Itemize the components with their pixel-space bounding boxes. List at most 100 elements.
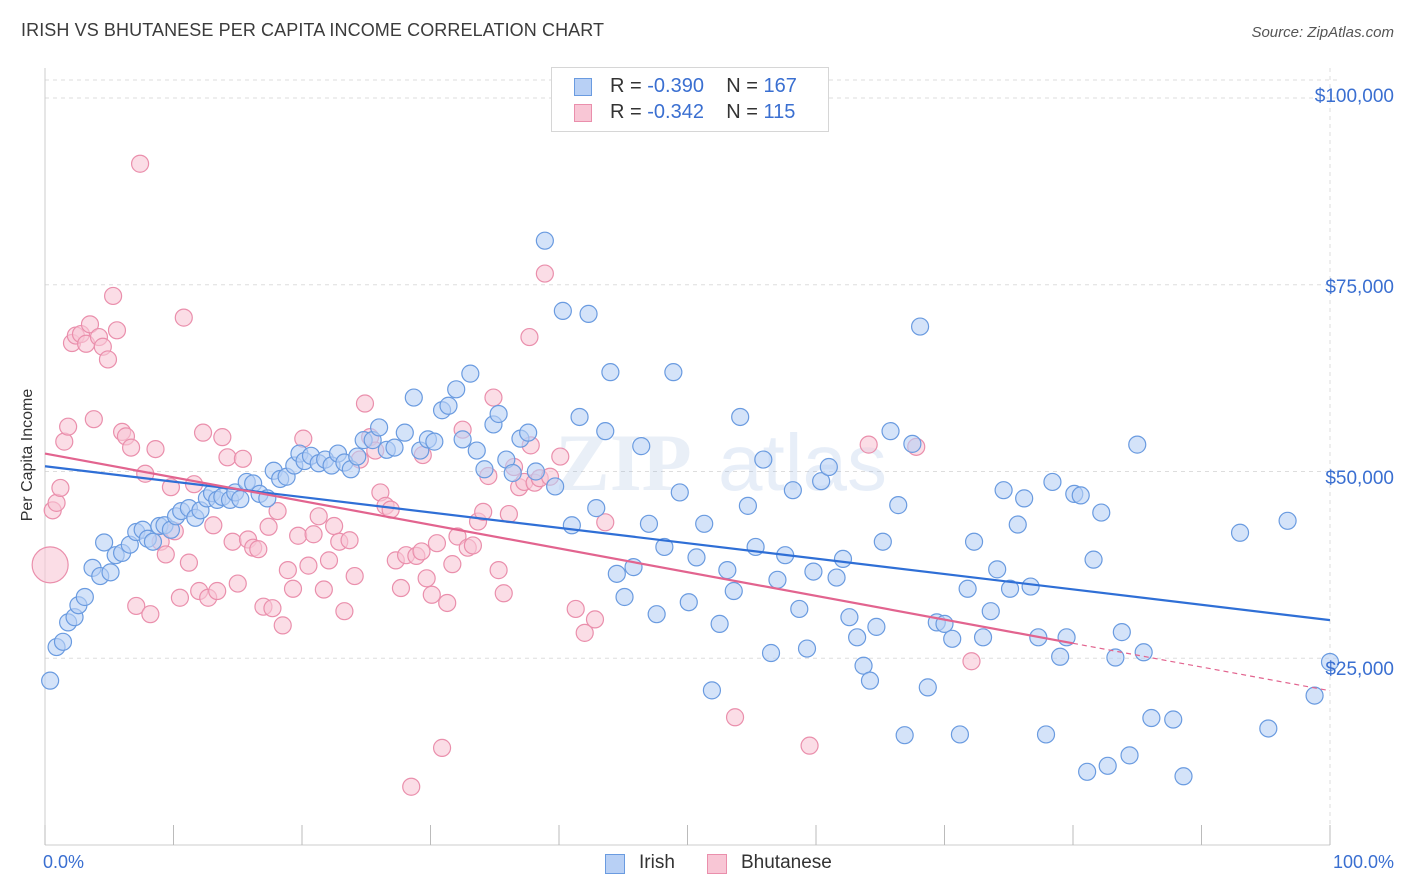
bhutanese-point xyxy=(325,516,344,536)
bhutanese-point xyxy=(228,574,247,593)
legend-n-value: 115 xyxy=(763,101,796,123)
irish-point xyxy=(1174,767,1193,786)
bhutanese-point xyxy=(427,534,447,553)
irish-point xyxy=(519,423,538,442)
bhutanese-point xyxy=(535,264,554,283)
bhutanese-point xyxy=(463,536,483,555)
zipatlas-watermark: ZIP atlas xyxy=(555,417,887,508)
bhutanese-point xyxy=(51,478,70,498)
bottom-legend-swatch-bhutanese xyxy=(707,854,727,874)
irish-point xyxy=(615,587,634,607)
bhutanese-point xyxy=(146,439,165,459)
irish-trend-line xyxy=(44,465,1331,622)
irish-point xyxy=(867,617,886,636)
irish-point xyxy=(1043,472,1062,492)
legend-text-irish: R = -0.390 N = 167 xyxy=(610,75,797,98)
irish-point xyxy=(790,599,809,619)
irish-point xyxy=(804,562,823,581)
legend-n-value: 167 xyxy=(763,75,797,97)
irish-point xyxy=(1120,746,1139,765)
irish-point xyxy=(702,681,722,700)
bhutanese-point xyxy=(319,551,339,570)
correlation-legend: R = -0.390 N = 167 R = -0.342 N = 115 xyxy=(551,67,829,132)
irish-point xyxy=(903,434,922,453)
irish-point xyxy=(1021,577,1040,596)
irish-point xyxy=(1305,686,1324,705)
irish-point xyxy=(768,570,787,589)
irish-point xyxy=(840,608,859,627)
bhutanese-point xyxy=(59,417,78,436)
irish-points xyxy=(41,231,1340,786)
trend-lines xyxy=(44,452,1331,692)
bhutanese-point xyxy=(141,605,160,624)
x-tick-label-max: 100.0% xyxy=(1332,852,1394,872)
bhutanese-point xyxy=(31,546,69,584)
bhutanese-point xyxy=(47,493,66,512)
irish-point xyxy=(601,363,620,382)
irish-point xyxy=(231,490,250,509)
bhutanese-point xyxy=(489,561,508,580)
irish-point xyxy=(1112,623,1131,642)
irish-point xyxy=(1142,708,1161,728)
irish-point xyxy=(754,450,773,469)
irish-point xyxy=(738,496,757,515)
legend-n-label: N = xyxy=(726,101,764,123)
irish-point xyxy=(1134,643,1153,662)
legend-r-value: -0.342 xyxy=(647,101,704,123)
irish-point xyxy=(41,671,60,690)
bhutanese-point xyxy=(596,513,615,532)
bhutanese-point xyxy=(432,738,452,757)
chart-source: Source: ZipAtlas.com xyxy=(1251,24,1394,41)
axes xyxy=(44,68,1331,846)
bhutanese-point xyxy=(223,532,242,551)
irish-point xyxy=(75,587,94,607)
irish-point xyxy=(596,422,615,441)
irish-point xyxy=(1164,710,1183,729)
irish-point xyxy=(950,725,970,744)
legend-swatch-bhutanese xyxy=(574,104,592,122)
irish-point xyxy=(833,549,853,568)
bhutanese-point xyxy=(520,327,539,347)
irish-point xyxy=(819,457,838,477)
y-tick-label-25000: $25,000 xyxy=(1325,659,1394,680)
irish-point xyxy=(639,514,659,533)
irish-point xyxy=(1106,648,1125,667)
bhutanese-point xyxy=(283,579,303,598)
irish-point xyxy=(535,231,554,250)
bhutanese-point xyxy=(170,588,190,607)
irish-point xyxy=(1320,652,1340,672)
legend-r-label: R = xyxy=(610,75,648,97)
irish-point xyxy=(1008,515,1027,534)
irish-point xyxy=(988,560,1007,579)
irish-point xyxy=(943,629,962,648)
irish-point xyxy=(918,678,937,697)
bhutanese-point xyxy=(299,556,318,575)
bhutanese-point xyxy=(474,502,493,521)
irish-point xyxy=(587,499,606,518)
bhutanese-point xyxy=(438,593,457,613)
bhutanese-point xyxy=(233,449,252,468)
bhutanese-point xyxy=(55,432,74,451)
irish-point xyxy=(1015,489,1034,508)
bhutanese-point xyxy=(273,616,292,635)
irish-point xyxy=(95,533,114,552)
bhutanese-point xyxy=(179,553,199,572)
bhutanese-point xyxy=(962,652,981,671)
legend-text-bhutanese: R = -0.342 N = 115 xyxy=(610,101,795,124)
irish-point xyxy=(958,579,977,598)
irish-point xyxy=(370,418,389,437)
bhutanese-point xyxy=(130,154,150,173)
irish-point xyxy=(1071,486,1090,505)
irish-point xyxy=(101,563,120,582)
bhutanese-point xyxy=(104,286,123,306)
bhutanese-point xyxy=(84,410,103,429)
irish-point xyxy=(655,537,674,557)
bhutanese-point xyxy=(417,569,436,588)
irish-point xyxy=(53,632,73,651)
bhutanese-point xyxy=(249,540,268,559)
bhutanese-point xyxy=(208,581,227,601)
irish-point xyxy=(1092,503,1111,522)
irish-point xyxy=(812,472,831,491)
irish-point xyxy=(994,481,1013,500)
irish-point xyxy=(1000,579,1020,598)
